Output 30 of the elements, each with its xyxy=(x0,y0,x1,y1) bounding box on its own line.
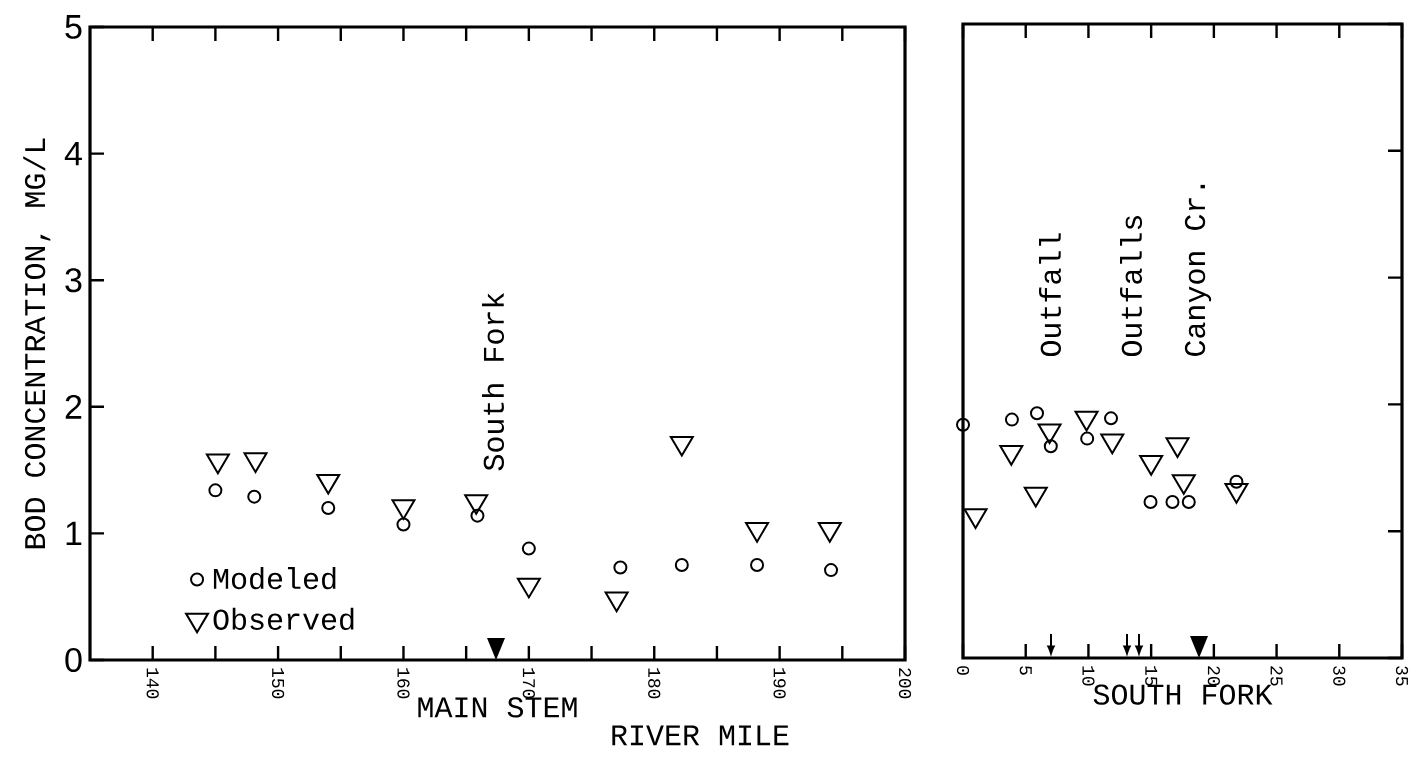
annotation: Canyon Cr. xyxy=(1184,184,1212,356)
x-axis-title: MAIN STEM xyxy=(418,697,577,718)
y-tick-label: 2 xyxy=(65,394,82,419)
x-tick-label: 10 xyxy=(1082,666,1095,686)
text: RIVER MILE xyxy=(612,725,789,746)
x-tick-label: 160 xyxy=(397,668,410,699)
x-tick-label: 200 xyxy=(898,668,912,699)
y-tick-label: 3 xyxy=(65,268,82,293)
x-tick-label: 35 xyxy=(1395,666,1409,686)
annotation: South Fork xyxy=(481,293,505,471)
legend-label: Observed xyxy=(213,607,354,630)
x-tick-label: 20 xyxy=(1207,666,1220,686)
x-tick-label: 180 xyxy=(648,668,661,699)
y-tick-label: 1 xyxy=(66,521,82,546)
x-tick-label: 190 xyxy=(773,668,786,699)
x-tick-label: 15 xyxy=(1145,666,1158,686)
y-tick-label: 5 xyxy=(65,15,82,39)
x-axis-title: SOUTH FORK xyxy=(1093,684,1273,705)
x-tick-label: 5 xyxy=(1019,666,1032,675)
x-tick-label: 25 xyxy=(1270,666,1283,686)
y-axis-title: BOD CONCENTRATION, MG/L xyxy=(23,138,51,549)
x-tick-label: 140 xyxy=(146,668,159,699)
x-tick-label: 0 xyxy=(956,666,970,675)
x-tick-label: 150 xyxy=(271,668,285,699)
x-tick-label: 170 xyxy=(522,668,535,699)
y-tick-label: 4 xyxy=(64,141,82,166)
x-tick-label: 30 xyxy=(1333,666,1346,686)
annotation: Outfall xyxy=(1039,233,1062,357)
annotation: Outfalls xyxy=(1119,216,1143,357)
legend-label: Modeled xyxy=(213,567,336,590)
